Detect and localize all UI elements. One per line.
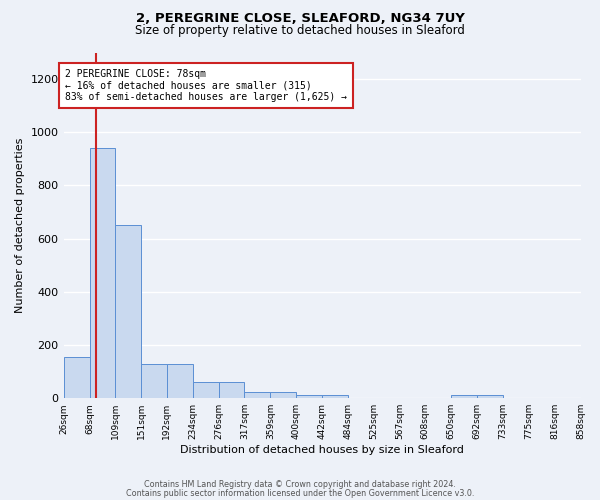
Bar — [115, 226, 141, 398]
Text: Contains public sector information licensed under the Open Government Licence v3: Contains public sector information licen… — [126, 488, 474, 498]
Text: 2 PEREGRINE CLOSE: 78sqm
← 16% of detached houses are smaller (315)
83% of semi-: 2 PEREGRINE CLOSE: 78sqm ← 16% of detach… — [65, 69, 347, 102]
Bar — [296, 395, 322, 398]
Bar — [322, 395, 348, 398]
Bar — [244, 392, 271, 398]
Text: 2, PEREGRINE CLOSE, SLEAFORD, NG34 7UY: 2, PEREGRINE CLOSE, SLEAFORD, NG34 7UY — [136, 12, 464, 26]
Bar — [271, 392, 296, 398]
Bar — [89, 148, 115, 398]
Text: Contains HM Land Registry data © Crown copyright and database right 2024.: Contains HM Land Registry data © Crown c… — [144, 480, 456, 489]
X-axis label: Distribution of detached houses by size in Sleaford: Distribution of detached houses by size … — [180, 445, 464, 455]
Bar — [219, 382, 244, 398]
Bar — [193, 382, 219, 398]
Bar — [478, 395, 503, 398]
Bar — [167, 364, 193, 398]
Bar — [64, 357, 89, 398]
Y-axis label: Number of detached properties: Number of detached properties — [15, 138, 25, 313]
Bar — [451, 395, 478, 398]
Text: Size of property relative to detached houses in Sleaford: Size of property relative to detached ho… — [135, 24, 465, 37]
Bar — [141, 364, 167, 398]
